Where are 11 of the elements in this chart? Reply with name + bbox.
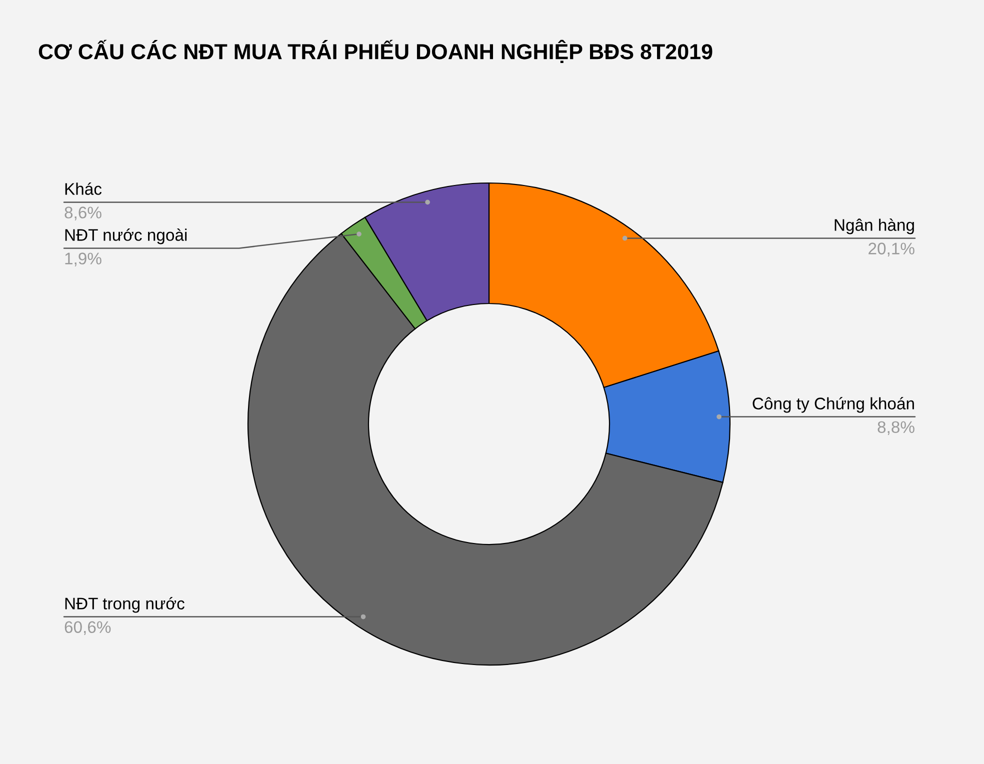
slice-label: Khác bbox=[65, 182, 102, 195]
data-label: 20,1% bbox=[868, 242, 914, 256]
data-label: 1,9% bbox=[65, 252, 102, 266]
data-label: 60,6% bbox=[64, 621, 111, 635]
slice-label: NĐT trong nước bbox=[65, 597, 184, 613]
slice-label: Công ty Chứng khoán bbox=[752, 397, 914, 413]
chart-title: CƠ CẤU CÁC NĐT MUA TRÁI PHIẾU DOANH NGHIỆP BĐS 8T2019 bbox=[38, 40, 712, 63]
data-label: 8,8% bbox=[878, 421, 914, 435]
slice-label: NĐT nước ngoài bbox=[65, 228, 187, 244]
slice-label: Ngân hàng bbox=[834, 218, 914, 234]
data-label: 8,6% bbox=[64, 206, 102, 220]
